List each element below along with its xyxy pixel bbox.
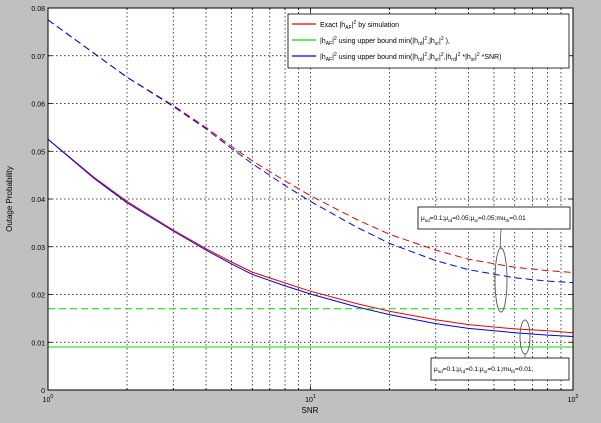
x-axis-label: SNR xyxy=(302,406,319,415)
annotation-lower-part: rd xyxy=(461,369,466,374)
legend-entry-part: *|h xyxy=(460,54,470,61)
series-line-lower-solid xyxy=(47,138,574,334)
series-line-upper-dashed xyxy=(47,19,574,284)
x-tick-label: 100 xyxy=(43,394,54,404)
annotation-lower-part: th xyxy=(511,369,515,374)
y-tick-label: 0.01 xyxy=(31,340,45,347)
data-series xyxy=(47,19,574,355)
legend-entry-part: 2 xyxy=(334,52,337,58)
annotation-upper-part: =0.05;mu xyxy=(478,215,506,222)
annotation-upper-part: =0.1;μ xyxy=(430,215,449,222)
legend-entry-part: ,|h xyxy=(427,38,435,45)
y-axis-label: Outage Probability xyxy=(5,166,14,232)
legend-entry-part: by simulation xyxy=(356,22,399,29)
annotation-lower: μsd=0.1;μrd=0.1;μsr=0.1;muth=0.01; xyxy=(434,366,533,374)
legend-entry-part: | xyxy=(423,54,425,61)
legend-entry-part: 2 xyxy=(353,20,356,26)
y-tick-label: 0.08 xyxy=(31,6,45,13)
x-tick-label-exponent: 1 xyxy=(313,394,316,400)
legend-entry-part: ,|h xyxy=(427,54,435,61)
legend-entry-part: | xyxy=(439,54,441,61)
legend-entry-part: using upper bound min(|h xyxy=(337,54,418,61)
legend-entry-part: 2 xyxy=(424,52,427,58)
legend-entry-part: | xyxy=(332,38,334,45)
annotation-upper-part: μ xyxy=(421,215,425,222)
x-tick-label-exponent: 0 xyxy=(50,394,53,400)
annotation-upper-part: sr xyxy=(474,218,478,223)
x-tick-label-base: 10 xyxy=(568,397,576,404)
annotation-upper-part: =0.01 xyxy=(509,215,526,222)
legend-entry-part: 2 xyxy=(477,52,480,58)
annotation-upper-part: sd xyxy=(425,218,430,223)
legend-entry-part: sr xyxy=(471,57,476,63)
legend-entry-part: 2 xyxy=(458,52,461,58)
annotation-upper-part: th xyxy=(505,218,509,223)
annotation-box-upper xyxy=(417,206,571,230)
legend-entry-part: 2 xyxy=(441,36,444,42)
annotation-lower-part: =0.1;μ xyxy=(465,366,484,373)
legend-entry-part: sr xyxy=(435,41,440,47)
legend-entry: |hAF|2 using upper bound min(|hrd|2,|hsr… xyxy=(320,36,450,47)
legend-entry-part: | xyxy=(423,38,425,45)
annotation-lower-part: =0.1;μ xyxy=(443,366,462,373)
legend-entry-part: Exact |h xyxy=(320,22,345,29)
legend-entry-part: 2 xyxy=(441,52,444,58)
legend-entry-part: | xyxy=(475,54,477,61)
legend-entry: |hAF|2 using upper bound min(|hrd|2,|hsr… xyxy=(320,52,501,63)
legend-entry-part: using upper bound min(|h xyxy=(337,38,418,45)
legend-entry: Exact |hAF|2 by simulation xyxy=(320,20,399,31)
legend: Exact |hAF|2 by simulation|hAF|2 using u… xyxy=(287,13,570,69)
y-tick-label: 0.03 xyxy=(31,245,45,252)
legend-entry-part: rd xyxy=(418,41,423,47)
legend-entry-part: *SNR) xyxy=(480,54,502,61)
annotation-lower-part: =0.01; xyxy=(515,366,533,373)
annotation-pointer-upper xyxy=(499,228,502,249)
legend-entry-part: |h xyxy=(320,54,326,61)
x-tick-label-base: 10 xyxy=(305,397,313,404)
annotation-lower-part: sr xyxy=(484,369,488,374)
legend-entry-part: sr xyxy=(435,57,440,63)
legend-entry-part: ,|h xyxy=(444,54,452,61)
legend-entry-part: AF xyxy=(326,57,332,63)
legend-entry-part: AF xyxy=(326,41,332,47)
legend-entry-part: | xyxy=(352,22,354,29)
legend-entry-part: ), xyxy=(444,38,450,45)
legend-entry-part: rd xyxy=(451,57,456,63)
legend-entry-part: | xyxy=(456,54,458,61)
legend-entry-part: 2 xyxy=(334,36,337,42)
legend-entry-part: 2 xyxy=(424,36,427,42)
y-tick-label: 0.05 xyxy=(31,149,45,156)
annotation-lower-part: sd xyxy=(438,369,443,374)
series-line-lower-solid xyxy=(47,138,574,337)
annotation-lower-part: μ xyxy=(434,366,438,373)
y-tick-label: 0.07 xyxy=(31,54,45,61)
annotations: μsd=0.1;μrd=0.05;μsr=0.05;muth=0.01μsd=0… xyxy=(417,206,571,381)
x-tick-label-exponent: 2 xyxy=(575,394,578,400)
x-tick-label-base: 10 xyxy=(43,397,51,404)
annotation-upper-part: =0.05;μ xyxy=(452,215,474,222)
x-tick-label: 102 xyxy=(568,394,579,404)
legend-box xyxy=(287,13,570,69)
y-tick-label: 0.04 xyxy=(31,197,45,204)
annotation-box-lower xyxy=(430,357,570,381)
upper-group-ellipse xyxy=(494,247,508,313)
legend-entry-part: rd xyxy=(418,57,423,63)
y-tick-label: 0.02 xyxy=(31,293,45,300)
legend-entry-part: |h xyxy=(320,38,326,45)
legend-entry-part: | xyxy=(439,38,441,45)
x-tick-label: 101 xyxy=(305,394,316,404)
annotation-upper: μsd=0.1;μrd=0.05;μsr=0.05;muth=0.01 xyxy=(421,215,526,223)
series-line-upper-dashed xyxy=(47,19,574,273)
legend-entry-part: AF xyxy=(345,25,351,31)
y-tick-label: 0.06 xyxy=(31,102,45,109)
annotation-upper-part: rd xyxy=(448,218,453,223)
annotation-lower-part: =0.1;mu xyxy=(487,366,511,373)
y-tick-label: 0 xyxy=(41,388,45,395)
legend-entry-part: | xyxy=(332,54,334,61)
